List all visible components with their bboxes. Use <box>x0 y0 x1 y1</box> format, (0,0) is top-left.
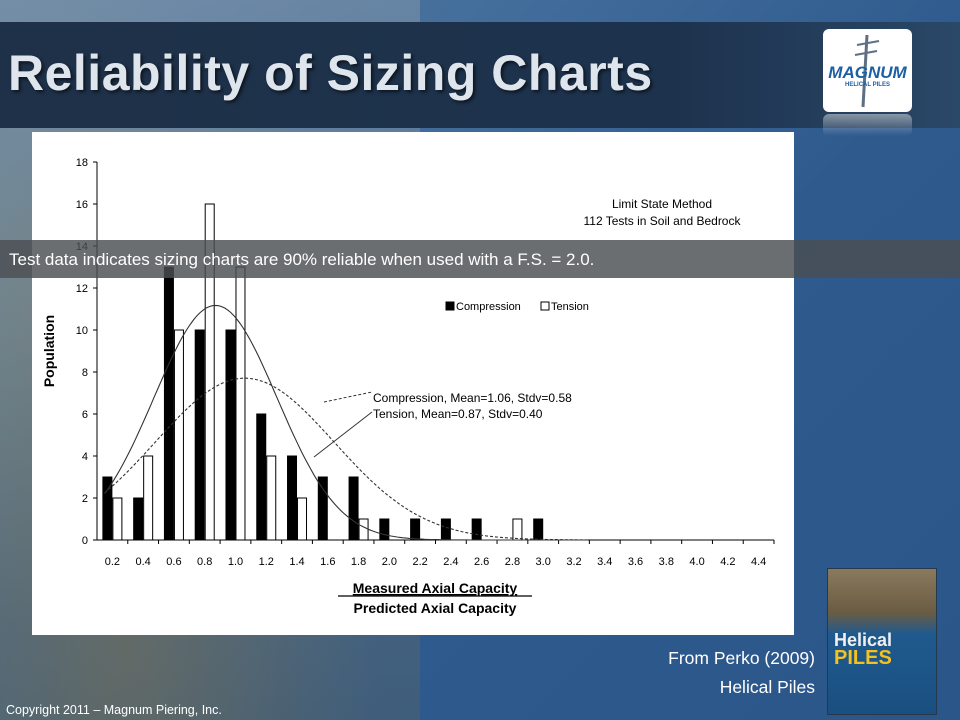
x-tick-label: 0.2 <box>105 556 120 568</box>
tension-bar <box>112 497 123 541</box>
x-tick-label: 1.2 <box>259 556 274 568</box>
y-axis-label: Population <box>41 315 57 387</box>
tension-bar <box>297 497 308 541</box>
compression-bar <box>225 329 236 541</box>
tension-bar <box>235 266 246 541</box>
compression-bar <box>102 476 113 541</box>
chart-panel: 0246810121416180.20.40.60.81.01.21.41.61… <box>32 132 794 635</box>
compression-bar <box>348 476 359 541</box>
compression-bar <box>471 518 482 541</box>
x-tick-label: 4.4 <box>751 556 766 568</box>
x-tick-label: 3.6 <box>628 556 643 568</box>
y-tick-label: 4 <box>82 451 88 463</box>
x-tick-label: 3.2 <box>566 556 581 568</box>
book-cover-image: Helical PILES <box>827 568 937 715</box>
legend-tension-swatch <box>540 301 550 311</box>
compression-callout-line <box>323 391 373 403</box>
magnum-logo: MAGNUM HELICAL PILES <box>823 29 912 112</box>
compression-bar <box>440 518 451 541</box>
x-tick-label: 3.0 <box>536 556 551 568</box>
legend-compression-label: Compression <box>456 301 521 313</box>
x-tick-label: 0.6 <box>166 556 181 568</box>
x-tick-label: 2.2 <box>412 556 427 568</box>
y-tick-label: 6 <box>82 409 88 421</box>
compression-bar <box>133 497 144 541</box>
book-title: Helical PILES <box>834 630 934 669</box>
x-tick-label: 2.8 <box>505 556 520 568</box>
copyright-notice: Copyright 2011 – Magnum Piering, Inc. <box>6 703 222 717</box>
compression-bar <box>317 476 328 541</box>
source-book: Helical Piles <box>719 677 815 697</box>
logo-reflection <box>823 114 912 136</box>
legend-tension-label: Tension <box>551 301 589 313</box>
x-tick-label: 4.2 <box>720 556 735 568</box>
title-bar <box>0 22 960 128</box>
slide-title: Reliability of Sizing Charts <box>8 45 653 101</box>
tension-bar <box>204 203 215 541</box>
logo-subtext: HELICAL PILES <box>845 82 890 88</box>
compression-bar <box>410 518 421 541</box>
histogram-chart: 0246810121416180.20.40.60.81.01.21.41.61… <box>41 157 775 616</box>
source-citation: From Perko (2009) Helical Piles <box>668 644 815 702</box>
x-tick-label: 1.6 <box>320 556 335 568</box>
compression-bar <box>533 518 544 541</box>
book-title-line2: PILES <box>834 647 892 669</box>
y-tick-label: 8 <box>82 367 88 379</box>
x-tick-label: 1.0 <box>228 556 243 568</box>
x-axis-label-numerator: Measured Axial Capacity <box>353 580 518 596</box>
tension-callout-line <box>313 411 373 458</box>
reliability-caption: Test data indicates sizing charts are 90… <box>9 250 595 269</box>
legend-compression-swatch <box>445 301 455 311</box>
x-tick-label: 3.8 <box>659 556 674 568</box>
x-tick-label: 1.4 <box>289 556 304 568</box>
compression-bar <box>163 266 174 541</box>
tension-bar <box>512 518 523 541</box>
source-author: From Perko (2009) <box>668 648 815 668</box>
tension-bar <box>143 455 154 541</box>
y-tick-label: 12 <box>76 283 88 295</box>
x-tick-label: 2.0 <box>382 556 397 568</box>
logo-text: MAGNUM <box>828 63 907 82</box>
y-tick-label: 16 <box>76 199 88 211</box>
compression-bar <box>256 413 267 541</box>
tension-curve-label: Tension, Mean=0.87, Stdv=0.40 <box>373 407 543 421</box>
compression-curve-label: Compression, Mean=1.06, Stdv=0.58 <box>373 391 572 405</box>
x-tick-label: 4.0 <box>689 556 704 568</box>
y-tick-label: 18 <box>76 157 88 169</box>
y-tick-label: 10 <box>76 325 88 337</box>
compression-bar <box>194 329 205 541</box>
annotation-tests: 112 Tests in Soil and Bedrock <box>584 214 742 228</box>
logo-pile-icon <box>854 34 880 108</box>
compression-bar <box>379 518 390 541</box>
compression-normal-curve <box>104 377 588 541</box>
y-tick-label: 2 <box>82 493 88 505</box>
tension-bar <box>358 518 369 541</box>
x-tick-label: 2.6 <box>474 556 489 568</box>
x-axis-label-denominator: Predicted Axial Capacity <box>354 600 517 616</box>
tension-normal-curve <box>104 304 588 541</box>
x-tick-label: 1.8 <box>351 556 366 568</box>
compression-bar <box>287 455 298 541</box>
x-tick-label: 0.4 <box>136 556 151 568</box>
caption-band <box>0 240 960 278</box>
tension-bar <box>173 329 184 541</box>
y-tick-label: 0 <box>82 535 88 547</box>
tension-bar <box>266 455 277 541</box>
x-tick-label: 3.4 <box>597 556 612 568</box>
annotation-method: Limit State Method <box>612 197 712 211</box>
book-title-line1: Helical <box>834 630 893 650</box>
x-tick-label: 2.4 <box>443 556 458 568</box>
x-tick-label: 0.8 <box>197 556 212 568</box>
